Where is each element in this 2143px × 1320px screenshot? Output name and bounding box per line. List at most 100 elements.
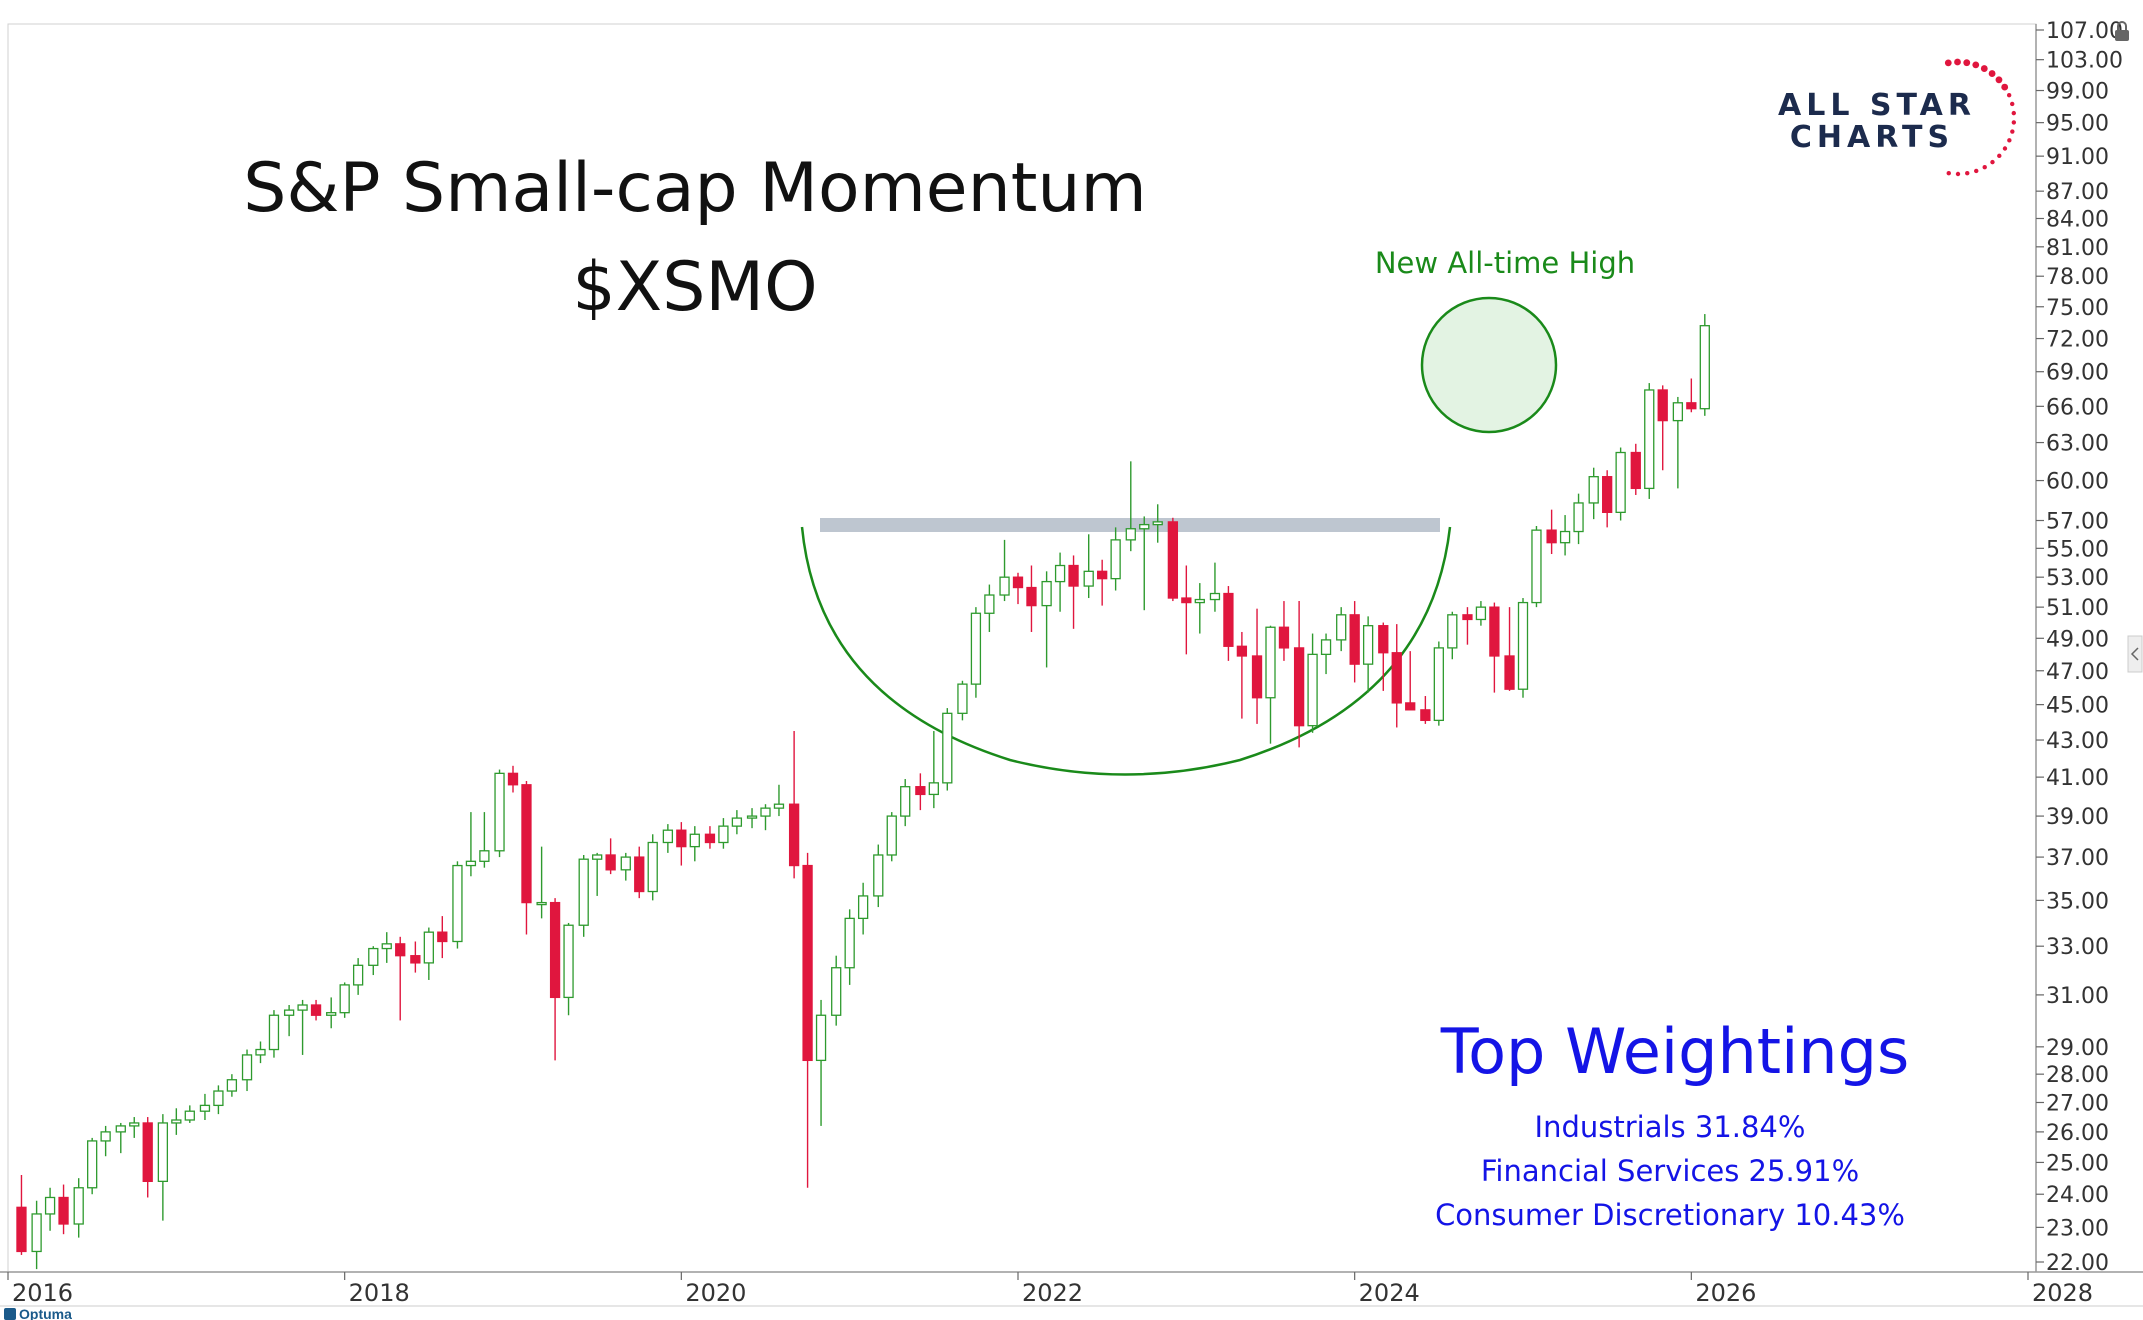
logo-star	[2010, 101, 2015, 107]
candle-body	[647, 841, 658, 893]
candle-body	[1378, 625, 1389, 654]
y-tick-label: 78.00	[2046, 265, 2109, 290]
candle-body	[1167, 521, 1179, 599]
candle-body	[970, 612, 982, 685]
candle-body	[368, 947, 379, 966]
candle-body	[676, 829, 687, 848]
candle-body	[1433, 647, 1444, 722]
candle-body	[1110, 539, 1121, 580]
candle-body	[1391, 652, 1402, 704]
candle-body	[1251, 655, 1263, 699]
y-tick-label: 33.00	[2046, 935, 2109, 960]
candle-body	[1097, 570, 1108, 580]
logo-star	[1954, 58, 1961, 66]
candle-body	[1236, 645, 1248, 657]
candle-body	[410, 955, 421, 964]
candle-body	[1307, 653, 1318, 727]
candle-body	[521, 784, 532, 904]
candle-body	[58, 1196, 69, 1225]
optuma-footer: Optuma	[4, 1306, 72, 1320]
candle-body	[1615, 451, 1626, 514]
candle-body	[1125, 528, 1136, 541]
logo-star	[2006, 93, 2012, 98]
candle-body	[549, 901, 561, 999]
y-tick-label: 51.00	[2046, 596, 2109, 621]
candle-body	[536, 901, 547, 906]
y-tick-label: 45.00	[2046, 694, 2109, 719]
candle-body	[1489, 606, 1500, 657]
x-tick-label: 2016	[12, 1279, 73, 1307]
ath-highlight-circle	[1420, 296, 1558, 434]
candle-body	[563, 924, 574, 999]
candle-body	[1644, 389, 1655, 490]
candle-body	[718, 825, 729, 844]
y-tick-label: 103.00	[2046, 49, 2123, 74]
y-tick-label: 60.00	[2046, 470, 2109, 495]
candle-body	[1686, 402, 1697, 410]
candle-body	[1546, 529, 1557, 544]
candle-body	[452, 864, 463, 943]
candle-body	[1588, 476, 1599, 504]
y-tick-label: 72.00	[2046, 328, 2109, 353]
candle-body	[1699, 325, 1710, 410]
x-axis-ticks: 2016 2018 2020 2022 2024 2026 2028	[7, 1272, 2093, 1307]
candle-body	[844, 917, 855, 969]
weighting-item-financials: Financial Services 25.91%	[1481, 1154, 1859, 1188]
logo-line1: ALL STAR	[1778, 88, 1976, 123]
candle-body	[1209, 592, 1221, 601]
logo-star	[1965, 171, 1970, 176]
candle-body	[241, 1054, 253, 1081]
candle-body	[1447, 614, 1458, 649]
candle-body	[310, 1004, 322, 1016]
candle-body	[423, 931, 434, 964]
candle-body	[773, 803, 785, 809]
logo-star	[2011, 120, 2017, 125]
y-tick-label: 37.00	[2046, 846, 2109, 871]
collapse-panel-handle[interactable]	[2127, 635, 2143, 673]
candle-body	[507, 772, 519, 786]
y-tick-label: 31.00	[2046, 984, 2109, 1009]
optuma-brand: Optuma	[19, 1306, 72, 1320]
candle-body	[760, 807, 771, 817]
weighting-item-industrials: Industrials 31.84%	[1535, 1110, 1806, 1144]
candle-body	[16, 1206, 27, 1253]
candle-body	[494, 772, 505, 852]
candle-body	[1349, 614, 1360, 665]
candle-body	[213, 1090, 224, 1107]
candle-body	[268, 1014, 280, 1051]
candle-body	[31, 1213, 42, 1253]
candle-body	[999, 576, 1010, 596]
x-tick-label: 2020	[685, 1279, 746, 1307]
candle-body	[1657, 389, 1668, 422]
allstarcharts-logo: ALL STAR CHARTS	[1778, 58, 2017, 177]
lock-icon[interactable]	[2115, 21, 2129, 41]
candle-body	[1573, 502, 1584, 533]
logo-star	[2007, 138, 2012, 143]
candle-body	[1293, 647, 1305, 727]
candle-body	[1531, 529, 1542, 604]
candle-body	[157, 1122, 169, 1183]
resistance-band	[820, 518, 1440, 532]
candle-body	[352, 964, 364, 986]
candle-body	[1405, 702, 1416, 711]
weightings-title: Top Weightings	[1440, 1015, 1910, 1088]
y-tick-label: 24.00	[2046, 1183, 2109, 1208]
candle-body	[662, 829, 674, 844]
logo-star	[1982, 165, 1987, 170]
logo-line2: CHARTS	[1790, 120, 1954, 155]
candle-body	[115, 1125, 126, 1133]
y-tick-label: 47.00	[2046, 660, 2109, 685]
candle-body	[171, 1119, 182, 1124]
y-tick-label: 63.00	[2046, 432, 2109, 457]
y-tick-label: 99.00	[2046, 80, 2109, 105]
candles-group	[16, 314, 1710, 1270]
logo-star	[2001, 83, 2009, 91]
y-tick-label: 26.00	[2046, 1121, 2109, 1146]
y-tick-label: 81.00	[2046, 236, 2109, 261]
candle-body	[283, 1009, 295, 1016]
candle-body	[339, 984, 350, 1014]
candle-body	[1083, 570, 1094, 587]
candle-body	[928, 782, 939, 796]
y-tick-label: 84.00	[2046, 207, 2109, 232]
candle-body	[873, 854, 884, 897]
